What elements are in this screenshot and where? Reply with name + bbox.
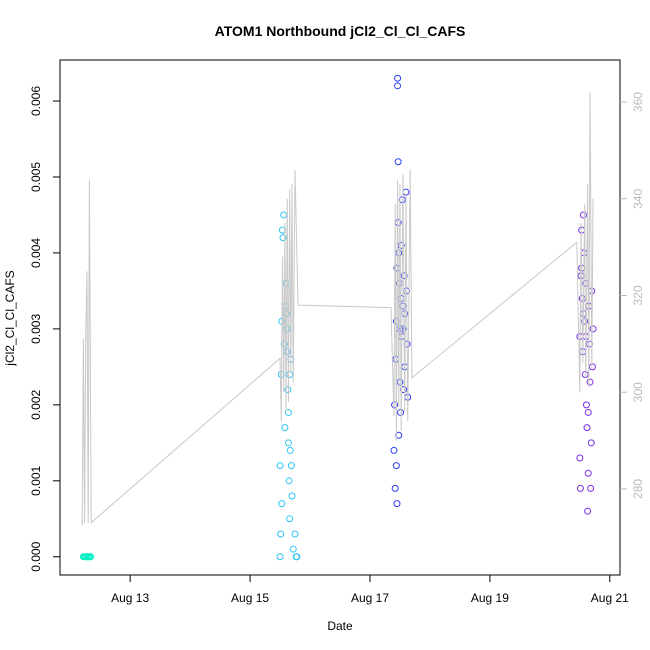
- point: [277, 530, 285, 538]
- point: [284, 408, 292, 416]
- point: [589, 325, 597, 333]
- point: [587, 484, 595, 492]
- point: [584, 469, 592, 477]
- plot-frame: [59, 59, 621, 576]
- point: [289, 545, 297, 553]
- x-tick-label: Aug 19: [471, 591, 509, 605]
- y2-tick-label: 280: [631, 479, 645, 499]
- chart-title: ATOM1 Northbound jCl2_Cl_Cl_CAFS: [215, 23, 466, 39]
- point: [391, 484, 399, 492]
- y-tick-label: 0.006: [29, 86, 43, 116]
- point: [286, 370, 294, 378]
- point: [279, 234, 287, 242]
- y2-tick-label: 320: [631, 285, 645, 305]
- point: [395, 431, 403, 439]
- point: [399, 325, 407, 333]
- y-tick-label: 0.005: [29, 162, 43, 192]
- point: [286, 446, 294, 454]
- point: [576, 484, 584, 492]
- point: [399, 302, 407, 310]
- x-tick-label: Aug 13: [111, 591, 149, 605]
- point: [584, 408, 592, 416]
- point: [587, 439, 595, 447]
- point: [394, 82, 402, 90]
- point: [582, 401, 590, 409]
- point: [286, 515, 294, 523]
- y-axis-label: jCl2_Cl_Cl_CAFS: [3, 270, 17, 366]
- point: [394, 158, 402, 166]
- point: [278, 226, 286, 234]
- y-tick-label: 0.004: [29, 238, 43, 268]
- x-tick-label: Aug 21: [591, 591, 629, 605]
- point: [283, 348, 291, 356]
- point: [281, 424, 289, 432]
- point: [396, 378, 404, 386]
- point: [284, 386, 292, 394]
- y2-line: [81, 92, 594, 526]
- y-tick-label: 0.003: [29, 314, 43, 344]
- point: [288, 492, 296, 500]
- x-axis-label: Date: [327, 619, 353, 633]
- point: [287, 462, 295, 470]
- point: [581, 370, 589, 378]
- point: [391, 401, 399, 409]
- x-tick-label: Aug 15: [231, 591, 269, 605]
- y-tick-label: 0.000: [29, 541, 43, 571]
- point: [276, 553, 284, 561]
- point: [284, 439, 292, 447]
- point: [293, 553, 301, 561]
- point: [581, 317, 589, 325]
- point: [579, 211, 587, 219]
- point: [276, 462, 284, 470]
- point: [394, 74, 402, 82]
- point: [390, 446, 398, 454]
- y2-tick-label: 360: [631, 92, 645, 112]
- point: [395, 249, 403, 257]
- point: [87, 553, 95, 561]
- point: [576, 454, 584, 462]
- point: [583, 424, 591, 432]
- point: [393, 500, 401, 508]
- point: [291, 530, 299, 538]
- point: [586, 378, 594, 386]
- y-tick-label: 0.001: [29, 465, 43, 495]
- point: [584, 507, 592, 515]
- y-tick-label: 0.002: [29, 390, 43, 420]
- point: [392, 462, 400, 470]
- y2-tick-label: 300: [631, 382, 645, 402]
- y2-tick-label: 340: [631, 188, 645, 208]
- point: [280, 211, 288, 219]
- point: [588, 363, 596, 371]
- point: [285, 477, 293, 485]
- point: [278, 500, 286, 508]
- x-tick-label: Aug 17: [351, 591, 389, 605]
